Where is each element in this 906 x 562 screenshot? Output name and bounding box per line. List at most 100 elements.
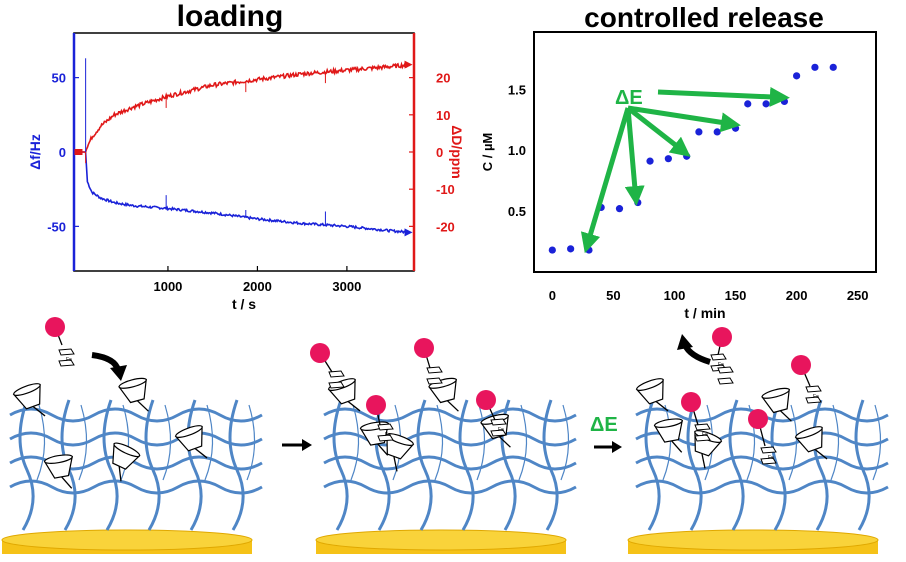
delta-e-arrow [624, 107, 645, 207]
step-arrow-2 [594, 441, 622, 453]
polymer-crosslink [144, 399, 161, 531]
cyclodextrin-cup-icon [112, 442, 141, 482]
delta-e-arrow [657, 86, 790, 107]
delta-e-arrow [626, 106, 691, 157]
release-data-point [634, 198, 642, 207]
polymer-thin-strand [36, 404, 46, 481]
release-y-tick-label: 1.0 [508, 143, 526, 158]
polymer-thin-strand [560, 404, 570, 481]
gold-electrode-top [627, 529, 879, 551]
cyclodextrin-cup-icon [174, 425, 208, 459]
release-data-point [683, 152, 691, 160]
release-chart: controlled release 0 50 100 150 200 250 0.5 1.0… [480, 2, 877, 321]
polymer-thin-strand [120, 404, 130, 481]
curved-arrow-icon [677, 334, 711, 365]
polymer-crosslink [228, 399, 245, 531]
cp-ring [717, 366, 734, 374]
polymer-crosslink [770, 399, 787, 531]
polymer-crosslink [686, 399, 703, 531]
ferrocene-guest-icon [717, 366, 734, 385]
pink-cargo-bead [310, 343, 330, 363]
polymer-crosslink [644, 399, 661, 531]
polymer-crosslink [332, 399, 349, 531]
polymer-strand [9, 479, 263, 495]
polymer-strand [635, 479, 889, 495]
cyclodextrin-cup-icon [43, 454, 73, 489]
cup-rim [113, 442, 141, 458]
polymer-crosslink [728, 399, 745, 531]
release-data-point [695, 128, 703, 136]
polymer-crosslink [458, 399, 475, 531]
y-right-tick-label: -20 [436, 219, 455, 234]
cp-ring [490, 429, 507, 437]
cup-rim [13, 383, 41, 396]
cp-ring [805, 385, 822, 393]
series-start-marker [74, 149, 83, 155]
scheme-panel-loading: Fe [1, 317, 263, 554]
cup-rim [175, 425, 203, 438]
polymer-strand [9, 431, 263, 447]
ferrocene-guest-icon: Fe [805, 385, 822, 404]
fe-label: Fe [768, 455, 774, 461]
curved-arrow-icon [91, 352, 127, 381]
loading-ticks: 1000 2000 3000 50 0 -50 20 10 0 -10 -20 [47, 71, 455, 294]
ferrocene-guest-icon: Fe [694, 423, 711, 442]
step-arrow-1 [282, 439, 312, 451]
pink-cargo-bead [791, 355, 811, 375]
release-data-point [811, 63, 819, 71]
x-tick-label: 3000 [332, 279, 361, 294]
cp-ring [760, 457, 777, 465]
fe-label: Fe [66, 357, 72, 363]
cp-ring [426, 377, 443, 385]
polymer-thin-strand [350, 404, 360, 481]
release-x-tick-label: 100 [664, 288, 686, 303]
fe-label: Fe [702, 432, 708, 438]
ferrocene-guest-icon [426, 366, 443, 385]
polymer-thin-strand [662, 404, 672, 481]
cp-ring [490, 418, 507, 426]
cup-rim [386, 433, 414, 446]
cup-tether [32, 405, 46, 417]
loading-ylabel-left: Δf/Hz [27, 134, 43, 170]
release-ylabel: C / µM [480, 133, 495, 172]
delta-e-arrow [627, 105, 741, 133]
pink-cargo-bead [414, 338, 434, 358]
release-delta-e-label: ΔE [615, 87, 643, 109]
release-x-tick-label: 50 [606, 288, 620, 303]
series-end-marker [404, 60, 413, 69]
cup-tether [779, 410, 792, 422]
polymer-thin-strand [78, 404, 88, 481]
cp-ring [710, 353, 727, 361]
cp-ring [58, 348, 75, 356]
polymer-thin-strand [162, 404, 172, 481]
polymer-thin-strand [518, 404, 528, 481]
release-data-point [829, 63, 837, 71]
release-y-tick-label: 0.5 [508, 204, 526, 219]
polymer-crosslink [542, 399, 559, 531]
cp-ring [694, 434, 711, 442]
release-y-tick-label: 1.5 [508, 82, 526, 97]
cyclodextrin-cup-icon [635, 378, 669, 412]
pink-cargo-bead [681, 392, 701, 412]
cup-tether [118, 466, 122, 482]
cup-tether [347, 400, 361, 412]
cup-tether [701, 453, 706, 469]
release-data-point [664, 155, 672, 163]
cp-ring [377, 434, 394, 442]
polymer-crosslink [416, 399, 433, 531]
release-x-tick-label: 0 [549, 288, 556, 303]
polymer-crosslink [186, 399, 203, 531]
polymer-thin-strand [872, 404, 882, 481]
x-tick-label: 2000 [243, 279, 272, 294]
gold-electrode-top [315, 529, 567, 551]
cp-ring [328, 370, 345, 378]
y-left-tick-label: 0 [59, 145, 66, 160]
cup-tether [655, 400, 669, 412]
cyclodextrin-cup-icon [794, 426, 828, 460]
cp-ring [328, 381, 345, 389]
cp-ring [377, 423, 394, 431]
release-data-point [762, 100, 770, 108]
polymer-thin-strand [434, 404, 444, 481]
polymer-crosslink [854, 399, 871, 531]
cp-ring [694, 423, 711, 431]
